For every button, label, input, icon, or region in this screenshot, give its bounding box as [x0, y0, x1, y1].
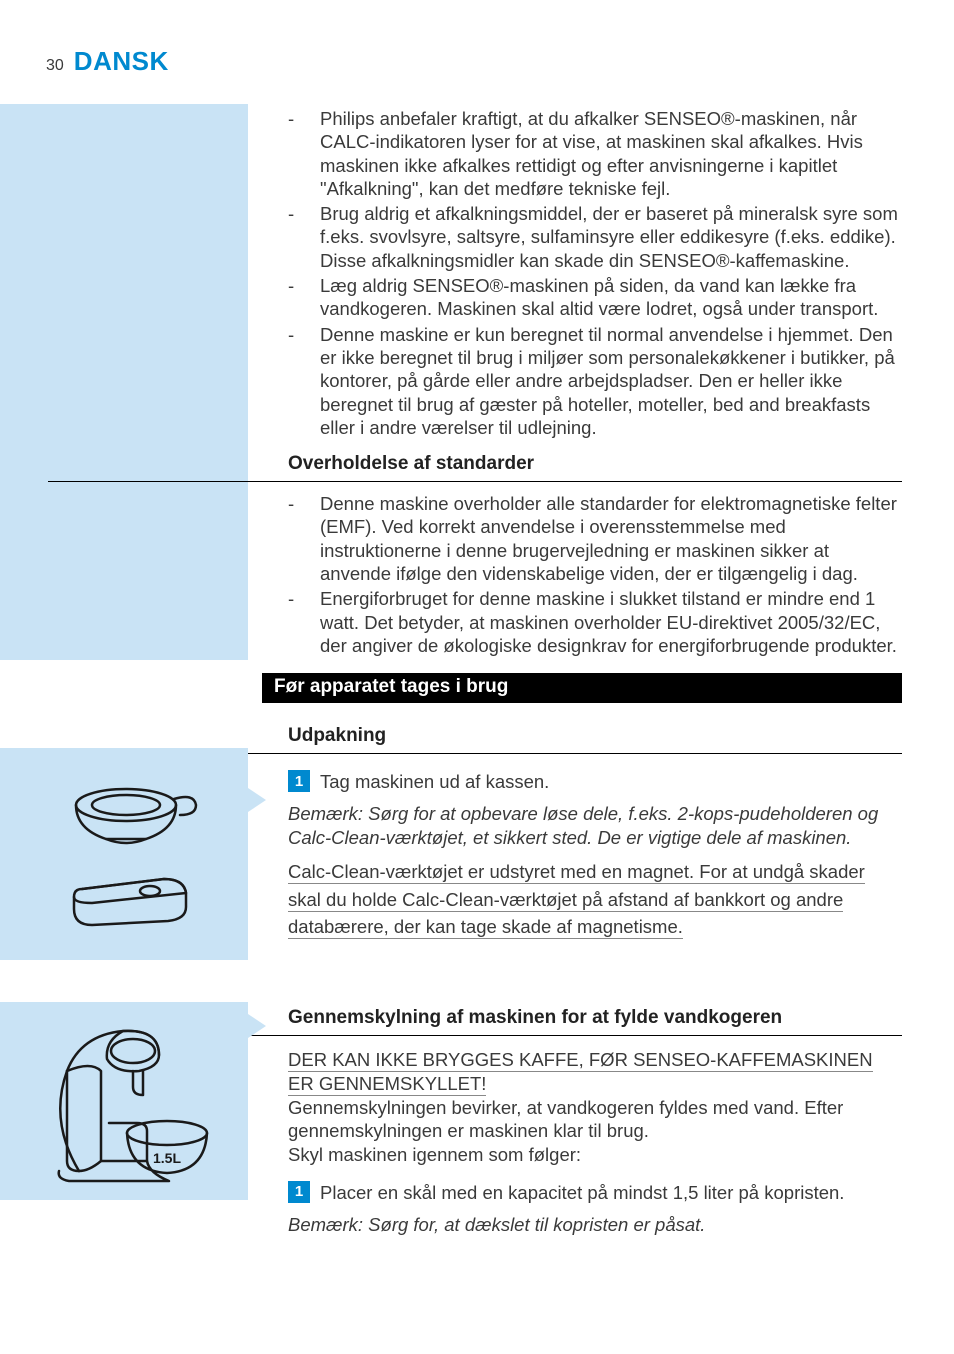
- flush-body: Skyl maskinen igennem som følger:: [288, 1143, 902, 1167]
- step-number-badge: 1: [288, 1181, 310, 1203]
- flush-heading: Gennemskylning af maskinen for at fylde …: [288, 1007, 902, 1029]
- pod-holder-icon: [34, 769, 214, 939]
- unpack-note: Bemærk: Sørg for at opbevare løse dele, …: [288, 802, 902, 850]
- flush-body: Gennemskylningen bevirker, at vandkogere…: [288, 1096, 902, 1143]
- flush-note: Bemærk: Sørg for, at dækslet til koprist…: [288, 1213, 902, 1237]
- unpack-step-1: 1 Tag maskinen ud af kassen.: [288, 770, 902, 794]
- bullet-item: Denne maskine overholder alle standarder…: [288, 492, 902, 585]
- page-number: 30: [46, 57, 64, 75]
- flush-warning: DER KAN IKKE BRYGGES KAFFE, FØR SENSEO-K…: [288, 1048, 902, 1096]
- unpack-heading: Udpakning: [288, 725, 902, 747]
- section-bar: Før apparatet tages i brug: [262, 673, 902, 703]
- callout-pointer-icon: [248, 788, 266, 812]
- page: 30 DANSK Philips anbefaler kraftigt, at …: [0, 0, 954, 1354]
- unpack-caution: Calc-Clean-værktøjet er udstyret med en …: [288, 858, 902, 940]
- capacity-label: 1.5L: [153, 1150, 181, 1166]
- flush-step-1: 1 Placer en skål med en kapacitet på min…: [288, 1181, 902, 1205]
- language-title: DANSK: [74, 46, 169, 77]
- standards-heading: Overholdelse af standarder: [288, 453, 902, 475]
- left-column-bg: [0, 104, 248, 660]
- bullet-item: Philips anbefaler kraftigt, at du afkalk…: [288, 107, 902, 200]
- step-text: Placer en skål med en kapacitet på minds…: [320, 1181, 844, 1205]
- bullet-item: Brug aldrig et afkalkningsmiddel, der er…: [288, 202, 902, 272]
- page-header: 30 DANSK: [0, 46, 954, 77]
- coffee-machine-icon: 1.5L: [29, 1011, 219, 1191]
- bullet-item: Læg aldrig SENSEO®-maskinen på siden, da…: [288, 274, 902, 321]
- illustration-flushing: 1.5L: [0, 1002, 248, 1200]
- rule: [48, 481, 902, 482]
- standards-bullet-list: Denne maskine overholder alle standarder…: [288, 492, 902, 657]
- bullet-item: Energiforbruget for denne maskine i sluk…: [288, 587, 902, 657]
- intro-bullet-list: Philips anbefaler kraftigt, at du afkalk…: [288, 107, 902, 439]
- illustration-unpacking: [0, 748, 248, 960]
- underlined-text: DER KAN IKKE BRYGGES KAFFE, FØR SENSEO-K…: [288, 1049, 873, 1096]
- underlined-text: Calc-Clean-værktøjet er udstyret med en …: [288, 861, 865, 939]
- step-text: Tag maskinen ud af kassen.: [320, 770, 549, 794]
- bullet-item: Denne maskine er kun beregnet til normal…: [288, 323, 902, 439]
- main-content: Philips anbefaler kraftigt, at du afkalk…: [288, 103, 902, 1237]
- step-number-badge: 1: [288, 770, 310, 792]
- callout-pointer-icon: [248, 1014, 266, 1038]
